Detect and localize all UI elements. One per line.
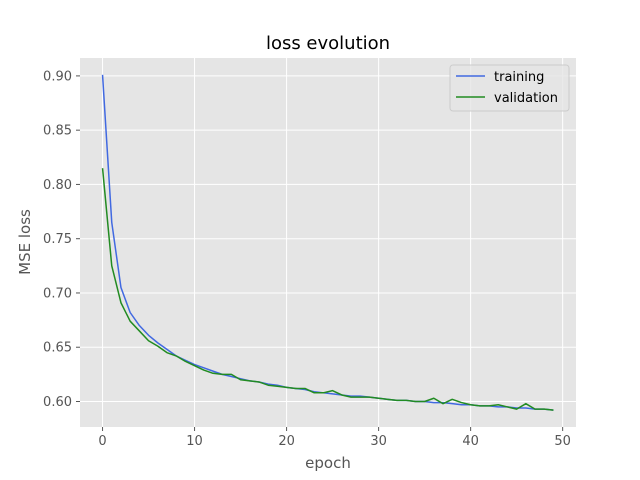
x-tick-label: 20 — [278, 434, 295, 449]
series-line-validation — [101, 168, 554, 411]
legend-label-training: training — [494, 70, 544, 85]
y-tick-label: 0.90 — [43, 69, 72, 84]
x-tick-label: 30 — [370, 434, 387, 449]
legend: training validation — [449, 64, 570, 112]
y-tick-label: 0.70 — [43, 286, 72, 301]
x-tick-label: 50 — [554, 434, 571, 449]
x-tick-label: 10 — [186, 434, 203, 449]
x-tick-label: 0 — [98, 434, 106, 449]
plot-area-background — [80, 58, 576, 427]
series-layer — [101, 74, 554, 411]
legend-label-validation: validation — [494, 91, 558, 106]
y-tick-label: 0.80 — [43, 178, 72, 193]
x-tick-label: 40 — [462, 434, 479, 449]
y-tick-label: 0.85 — [43, 124, 72, 139]
chart-title: loss evolution — [266, 33, 390, 54]
x-axis-label: epoch — [305, 454, 351, 472]
y-axis-label: MSE loss — [16, 209, 34, 275]
y-tick-label: 0.65 — [43, 341, 72, 356]
axis-ticks: 0 10 20 30 40 50 0.60 0.65 0.70 0.75 0.80 0.85 0.90 — [43, 69, 571, 449]
y-tick-label: 0.75 — [43, 232, 72, 247]
y-tick-label: 0.60 — [43, 395, 72, 410]
